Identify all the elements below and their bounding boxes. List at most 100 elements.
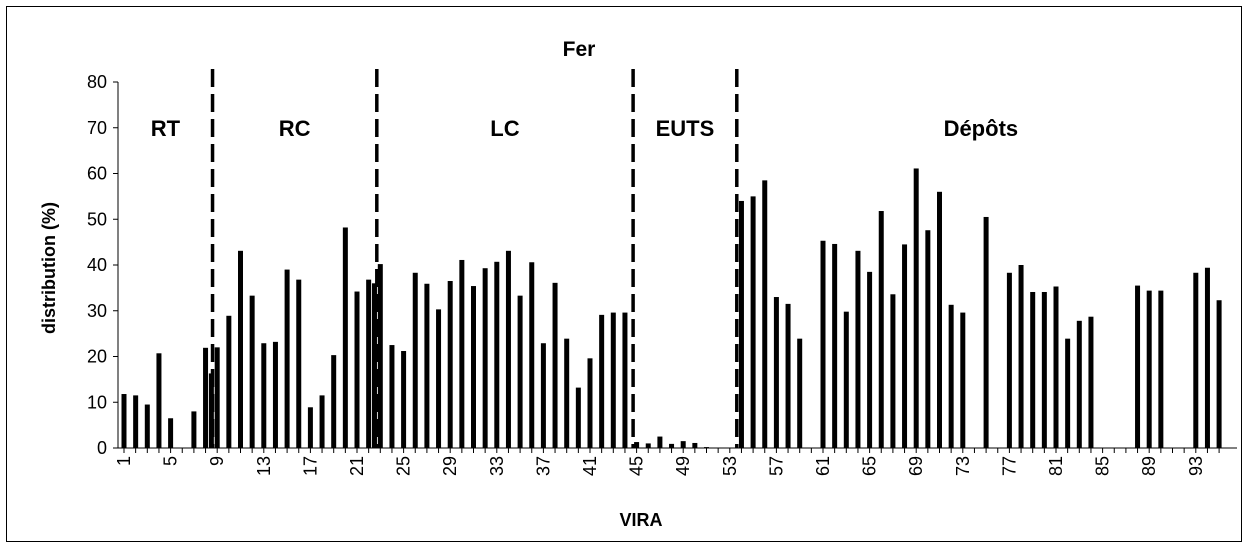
bar [645,443,651,448]
bar [890,294,896,448]
x-tick-label: 73 [953,456,973,476]
bar [319,395,325,448]
bar [214,347,220,448]
y-tick-label: 80 [87,72,107,92]
bar [785,303,791,448]
bar [517,295,523,448]
x-tick-label: 57 [766,456,786,476]
bar [1193,272,1199,448]
region-label: RT [151,116,181,141]
bar [505,250,511,448]
x-tick-label: 9 [207,456,227,466]
y-tick-label: 30 [87,301,107,321]
chart-frame: Fer VIRA distribution (%) 0 10 20 30 40 50 60 7… [6,6,1242,542]
bar [1006,272,1012,448]
bar [459,259,465,448]
bar [820,240,826,448]
x-tick-label: 17 [300,456,320,476]
bar [564,338,570,448]
bar [1076,320,1082,448]
bar [657,436,663,448]
y-tick-label: 40 [87,255,107,275]
bar [540,343,546,448]
bar [529,262,535,448]
bar [669,443,675,448]
bar [424,283,430,448]
bar [727,447,733,449]
bar [133,395,139,448]
x-tick-label: 41 [580,456,600,476]
bar [692,442,698,448]
x-tick-label: 61 [813,456,833,476]
bar [1216,300,1222,448]
x-tick-label: 21 [347,456,367,476]
bar [773,297,779,448]
bar [1018,265,1024,448]
x-tick-label: 69 [906,456,926,476]
bar [238,250,243,448]
bar [494,261,500,448]
y-tick-label: 10 [87,392,107,412]
bar [354,291,360,448]
bar [366,279,372,448]
bar [960,312,966,448]
x-tick-label: 81 [1046,456,1066,476]
x-tick-label: 93 [1186,456,1206,476]
bar [377,264,383,448]
bar [797,338,803,448]
bar [867,271,873,448]
bar [738,200,744,448]
bar [331,355,337,448]
region-label: LC [490,116,519,141]
bar [296,279,302,448]
bar [762,180,768,449]
y-axis-label: distribution (%) [39,202,59,334]
bar [878,211,884,448]
bar [447,281,453,448]
bar [1065,338,1071,448]
region-label: Dépôts [944,116,1019,141]
x-tick-label: 37 [533,456,553,476]
bar [1053,286,1059,448]
bar [913,168,919,448]
region-label: EUTS [656,116,715,141]
bar [680,441,686,448]
x-tick-label: 25 [394,456,414,476]
bar [715,447,721,449]
bar [1146,290,1152,448]
bar [401,351,407,448]
bar [1088,316,1094,448]
y-tick-label: 0 [97,438,107,458]
bar [1041,291,1047,448]
x-tick-label: 13 [254,456,274,476]
bar [750,196,756,448]
bar [902,244,908,448]
bar [937,191,942,449]
bar [599,314,605,448]
bar [610,312,616,448]
y-tick-label: 70 [87,118,107,138]
chart-svg: Fer VIRA distribution (%) 0 10 20 30 40 50 60 7… [39,38,1237,530]
x-tick-label: 5 [161,456,181,466]
x-tick-label: 29 [440,456,460,476]
bar [156,353,162,448]
bar [226,315,232,448]
x-tick-label: 53 [720,456,740,476]
bar [284,269,290,448]
bar [144,404,150,448]
bar [191,411,197,448]
bar [436,309,442,448]
bar [1030,291,1036,448]
x-tick-label: 89 [1139,456,1159,476]
bar [203,347,209,448]
chart-title: Fer [563,38,596,61]
bar [168,418,174,448]
plot-layer: 0 10 20 30 40 50 60 70 80 1 5 9 13 17 21 25 29 33 37 41 45 49… [87,69,1237,476]
region-label: RC [279,116,311,141]
bar [925,230,931,448]
bar [272,341,278,448]
x-tick-label: 33 [487,456,507,476]
bar [552,282,558,448]
bar [1204,267,1210,448]
x-tick-label: 1 [114,456,134,466]
